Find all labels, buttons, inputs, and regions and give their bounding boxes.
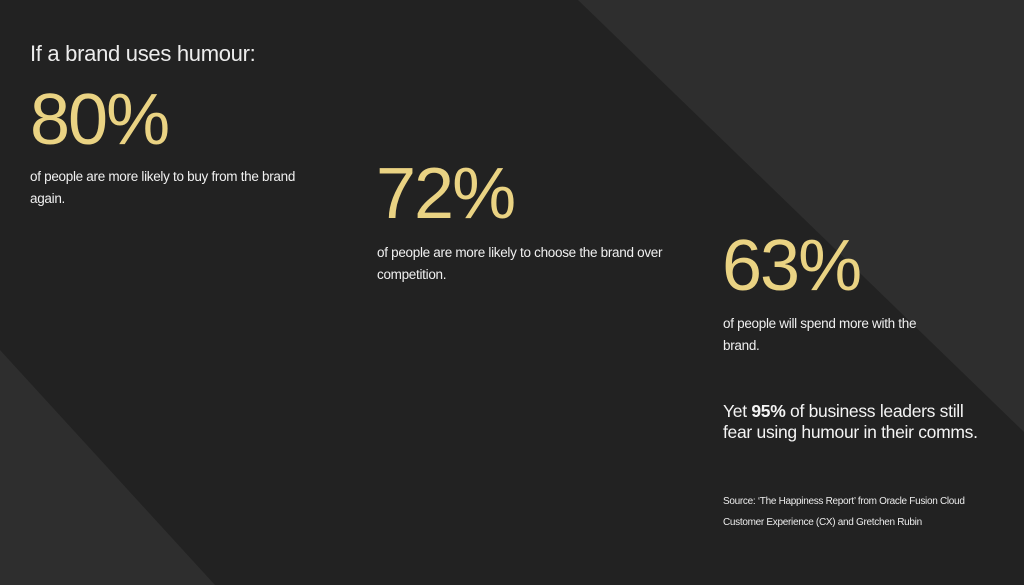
stat-value-choose-brand: 72% [376, 154, 516, 234]
bottom-left-diagonal-shape [0, 350, 215, 585]
closing-suffix: of business leaders still fear using hum… [723, 401, 978, 442]
closing-statement: Yet 95% of business leaders still fear u… [723, 401, 993, 443]
stat-value-spend-more: 63% [722, 226, 862, 306]
top-right-diagonal-shape [578, 0, 1024, 432]
stat-text-spend-more: of people will spend more with the brand… [723, 316, 917, 353]
heading: If a brand uses humour: [30, 41, 256, 66]
stat-text-buy-again: of people are more likely to buy from th… [30, 169, 296, 206]
source-note: Source: ‘The Happiness Report’ from Orac… [723, 496, 965, 528]
closing-highlight: 95% [751, 401, 786, 421]
stat-text-choose-brand: of people are more likely to choose the … [377, 245, 663, 282]
closing-prefix: Yet [723, 401, 752, 421]
stat-value-buy-again: 80% [30, 80, 170, 160]
